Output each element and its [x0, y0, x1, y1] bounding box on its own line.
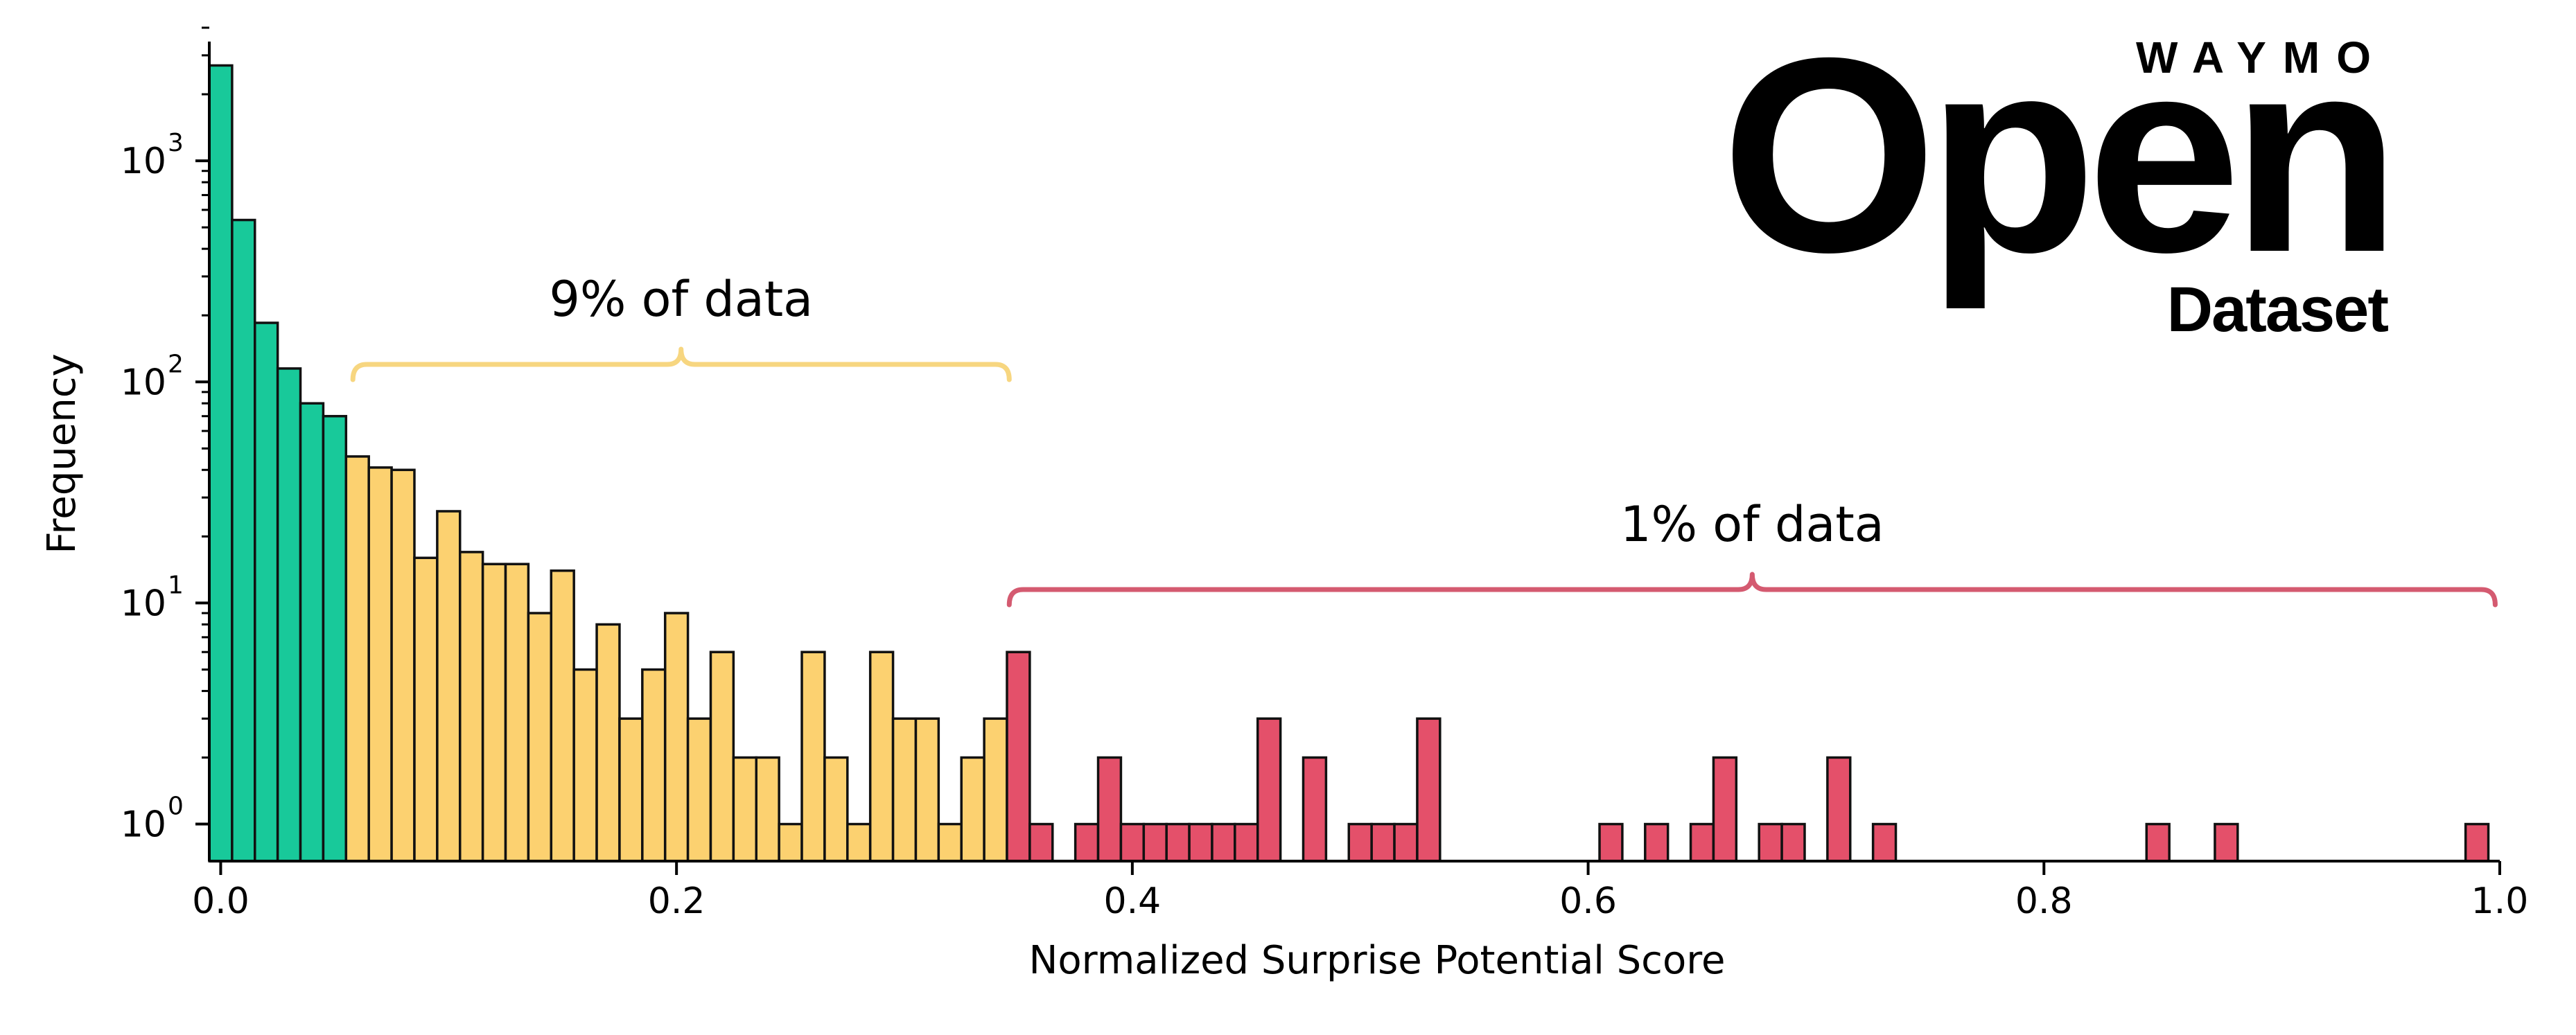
- histogram-bar: [937, 822, 963, 862]
- histogram-bar: [1780, 822, 1806, 862]
- logo-main: Open: [1721, 0, 2391, 312]
- x-tick-label: 0.8: [2015, 881, 2073, 922]
- histogram-bar: [2145, 822, 2171, 862]
- waymo-open-dataset-logo: WAYMO Open Dataset: [1721, 0, 2401, 345]
- histogram-bar: [1712, 756, 1738, 862]
- histogram-bar: [322, 414, 348, 862]
- annotation-label: 1% of data: [1620, 496, 1884, 553]
- axes-layer: [208, 42, 2500, 862]
- histogram-bar: [572, 668, 598, 862]
- histogram-bar: [1256, 717, 1282, 862]
- y-axis-title: Frequency: [40, 353, 85, 554]
- histogram-bar: [1644, 822, 1670, 862]
- histogram-bar: [2214, 822, 2239, 862]
- histogram-bar: [254, 321, 279, 862]
- histogram-bar: [1119, 822, 1146, 862]
- histogram-bar: [1758, 822, 1783, 862]
- histogram-bar: [481, 563, 507, 862]
- histogram-bar: [1211, 822, 1236, 862]
- y-tick-exponent: 3: [168, 129, 184, 157]
- y-tick-exponent: 1: [168, 571, 184, 599]
- histogram-bar: [299, 402, 325, 862]
- histogram-bar: [641, 668, 667, 862]
- curly-bracket: [1006, 572, 2498, 608]
- histogram-bar: [1096, 756, 1123, 862]
- histogram-bar: [823, 756, 849, 862]
- histogram-bar: [390, 468, 416, 862]
- y-tick-label: 10: [121, 141, 166, 182]
- x-tick-label: 0.4: [1104, 881, 1162, 922]
- histogram-bar: [686, 717, 712, 862]
- x-tick-label: 0.6: [1559, 881, 1617, 922]
- histogram-bar: [1028, 822, 1054, 862]
- histogram-bar: [276, 367, 302, 862]
- histogram-bar: [231, 218, 256, 862]
- logo-sub: Dataset: [2167, 274, 2389, 345]
- histogram-bar: [1074, 822, 1100, 862]
- histogram-bar: [960, 756, 985, 862]
- histogram-bar: [344, 455, 370, 862]
- histogram-bar: [1598, 822, 1624, 862]
- histogram-bar: [367, 466, 393, 862]
- y-tick-exponent: 0: [168, 793, 184, 821]
- histogram-bar: [504, 563, 530, 862]
- histogram-bar: [1689, 822, 1715, 862]
- histogram-bar: [1416, 717, 1442, 862]
- x-axis-title: Normalized Surprise Potential Score: [1029, 938, 1726, 983]
- histogram-bar: [413, 556, 439, 862]
- histogram-bar: [732, 756, 758, 862]
- histogram-bar: [755, 756, 780, 862]
- histogram-bar: [208, 64, 234, 862]
- histogram-bar: [709, 651, 735, 862]
- histogram-bar: [458, 551, 484, 862]
- histogram-bar: [800, 651, 826, 862]
- histogram-bar: [1142, 822, 1168, 862]
- curly-bracket: [350, 346, 1012, 382]
- y-tick-label: 10: [121, 804, 166, 846]
- y-tick-label: 10: [121, 362, 166, 403]
- histogram-bar: [2464, 822, 2490, 862]
- histogram-bar: [527, 612, 553, 862]
- x-tick-label: 0.0: [192, 881, 249, 922]
- histogram-bar: [663, 612, 690, 862]
- x-tick-label: 0.2: [648, 881, 706, 922]
- histogram-bar: [1234, 822, 1259, 862]
- y-tick-label: 10: [121, 583, 166, 624]
- histogram-bar: [846, 822, 872, 862]
- annotation-label: 9% of data: [549, 271, 813, 328]
- histogram-bar: [1871, 822, 1898, 862]
- bars-layer: [208, 64, 2490, 862]
- histogram-bar: [983, 717, 1008, 862]
- histogram-bar: [891, 717, 918, 862]
- histogram-bar: [1006, 651, 1031, 862]
- histogram-bar: [595, 623, 621, 862]
- y-tick-exponent: 2: [168, 350, 184, 378]
- histogram-bar: [618, 717, 644, 862]
- annotations-layer: 9% of data 1% of data: [350, 271, 2498, 608]
- logo-wordmark: WAYMO: [2136, 33, 2387, 82]
- histogram-bar: [1826, 756, 1852, 862]
- histogram-bar: [550, 569, 575, 862]
- histogram-bar: [1302, 756, 1328, 862]
- x-tick-label: 1.0: [2471, 881, 2529, 922]
- histogram-bar: [778, 822, 803, 862]
- histogram-bar: [1370, 822, 1396, 862]
- histogram-bar: [1165, 822, 1191, 862]
- histogram-bar: [1188, 822, 1213, 862]
- histogram-bar: [868, 651, 895, 862]
- histogram-bar: [914, 717, 940, 862]
- histogram-bar: [436, 510, 462, 862]
- histogram-bar: [1393, 822, 1419, 862]
- histogram-bar: [1347, 822, 1373, 862]
